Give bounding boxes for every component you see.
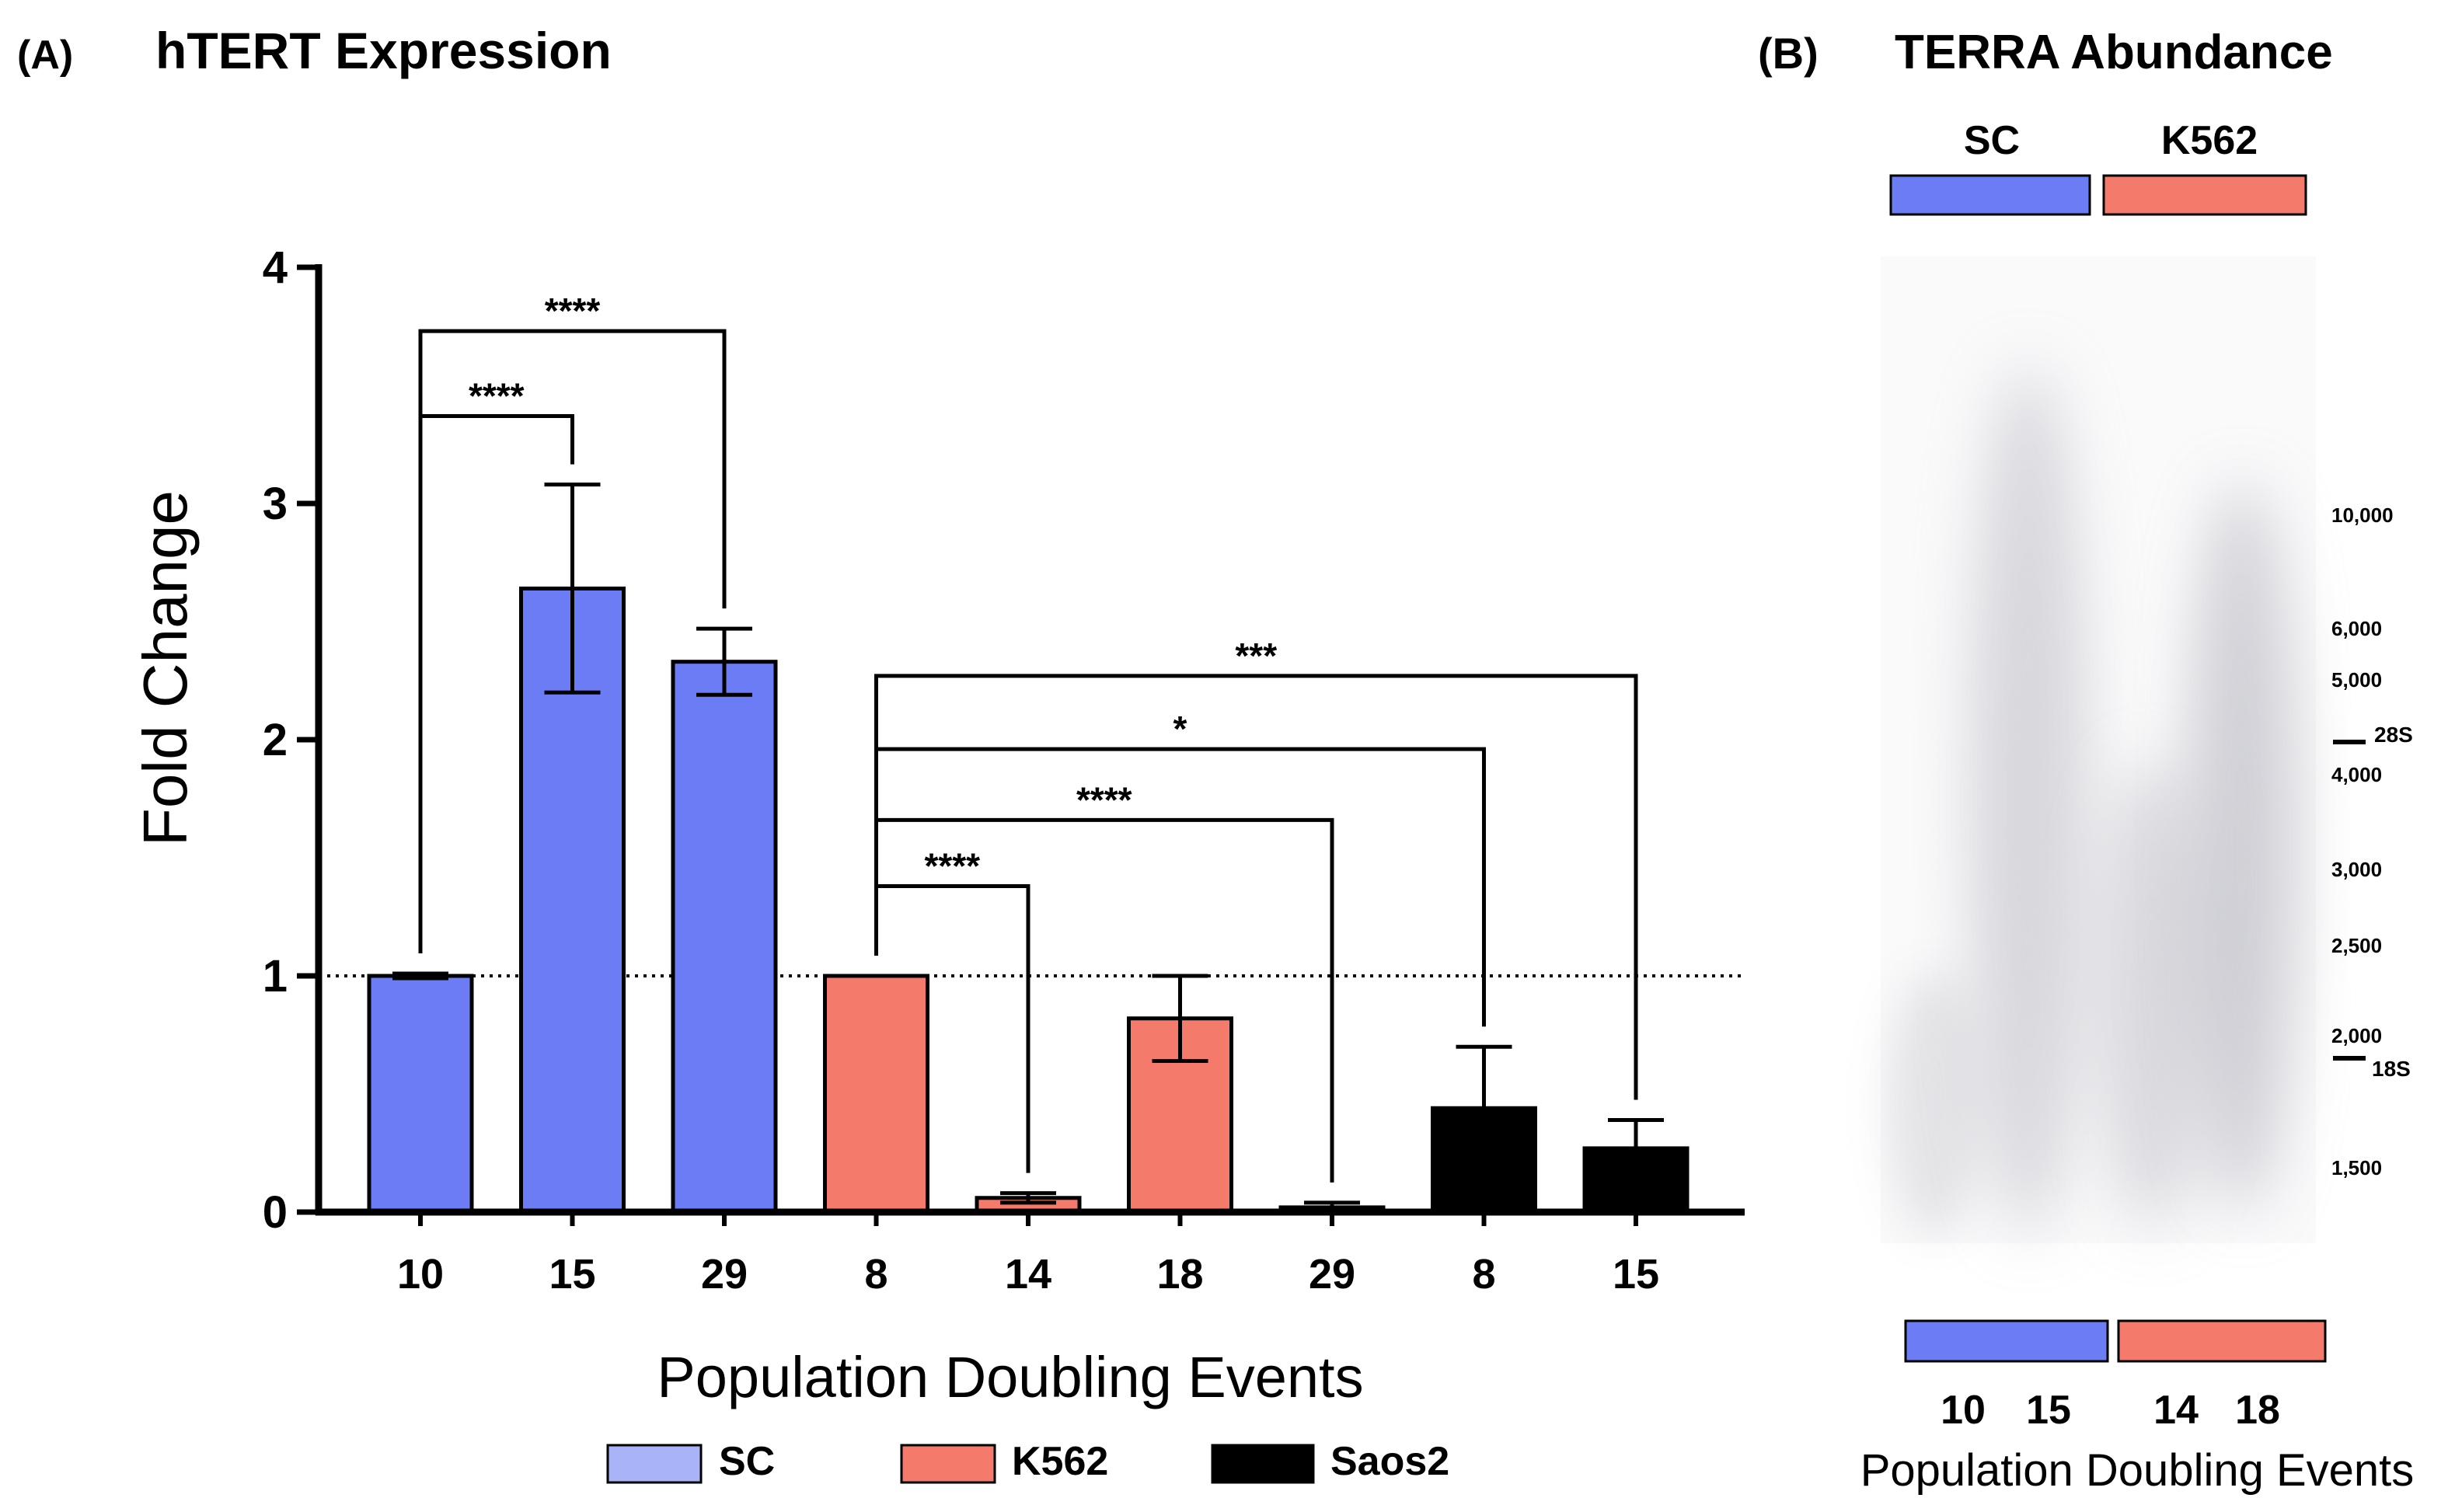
significance-bracket-2 xyxy=(418,414,574,953)
panel-a-title: hTERT Expression xyxy=(155,22,612,79)
y-tick-label-1: 1 xyxy=(263,951,288,1002)
gel-lane-label-10: 10 xyxy=(1941,1388,1986,1433)
y-tick-label-3: 3 xyxy=(263,479,288,529)
x-tick-label-2: 15 xyxy=(549,1251,595,1298)
y-tick-label-4: 4 xyxy=(263,242,288,293)
ladder-10000: 10,000 xyxy=(2331,503,2394,527)
marker-18s-label: 18S xyxy=(2372,1057,2411,1081)
marker-28s-label: 28S xyxy=(2374,723,2413,747)
ladder-3000: 3,000 xyxy=(2331,858,2382,881)
gel-lane-label-18: 18 xyxy=(2235,1388,2280,1433)
ladder-1500: 1,500 xyxy=(2331,1156,2382,1179)
significance-group: ******************** xyxy=(418,291,1638,1183)
bar-4 xyxy=(823,974,929,1214)
gel-bottom-bar-sc xyxy=(1904,1319,2109,1363)
x-tick-label-1: 10 xyxy=(397,1251,444,1298)
legend-swatch-k562 xyxy=(900,1444,996,1484)
legend: SC K562 Saos2 xyxy=(606,1439,1449,1484)
gel-bottom-bar-k562 xyxy=(2117,1319,2327,1363)
significance-label-6: **** xyxy=(924,845,980,886)
bar-1 xyxy=(367,974,474,1214)
axes-group: 10 15 29 8 14 18 29 8 15 0 1 2 3 4 xyxy=(263,242,1745,1298)
x-axis-label: Population Doubling Events xyxy=(657,1345,1363,1409)
ladder-6000: 6,000 xyxy=(2331,617,2382,640)
gel-smear-lane-1 xyxy=(1888,971,1982,1235)
gel-top-label-k562: K562 xyxy=(2161,118,2258,163)
legend-swatch-sc xyxy=(606,1444,703,1484)
y-tick-label-2: 2 xyxy=(263,715,288,765)
x-tick-label-3: 29 xyxy=(701,1251,748,1298)
panel-b-title: TERRA Abundance xyxy=(1895,26,2333,79)
gel-smear-lane-4 xyxy=(2188,482,2296,1212)
ladder-5000: 5,000 xyxy=(2331,668,2382,692)
bar-3 xyxy=(671,660,778,1214)
y-tick-label-0: 0 xyxy=(263,1187,288,1238)
gel-smear-lane-3 xyxy=(2098,761,2207,1228)
significance-bracket-6 xyxy=(874,883,1030,1173)
panel-b-label: (B) xyxy=(1758,29,1819,78)
significance-label-1: **** xyxy=(545,291,601,331)
error-bars-group xyxy=(392,483,1664,1214)
significance-label-3: *** xyxy=(1235,636,1277,676)
gel-lane-label-15: 15 xyxy=(2026,1388,2071,1433)
legend-label-k562: K562 xyxy=(1012,1439,1108,1484)
ladder-2000: 2,000 xyxy=(2331,1024,2382,1047)
gel-top-bar-sc xyxy=(1889,174,2091,216)
legend-label-saos2: Saos2 xyxy=(1330,1439,1449,1484)
significance-label-5: **** xyxy=(1076,779,1132,820)
x-tick-label-6: 18 xyxy=(1156,1251,1203,1298)
panel-a-label: (A) xyxy=(17,33,73,78)
x-tick-label-8: 8 xyxy=(1472,1251,1495,1298)
legend-label-sc: SC xyxy=(719,1439,775,1484)
ladder-2500: 2,500 xyxy=(2331,934,2382,957)
gel-image xyxy=(1881,256,2316,1243)
legend-swatch-saos2 xyxy=(1211,1444,1315,1484)
significance-label-2: **** xyxy=(469,376,525,416)
gel-top-label-sc: SC xyxy=(1964,118,2020,163)
gel-x-axis-label: Population Doubling Events xyxy=(1860,1445,2415,1496)
significance-label-4: * xyxy=(1173,709,1187,749)
gel-top-bar-k562 xyxy=(2102,174,2307,216)
y-axis-label: Fold Change xyxy=(131,490,200,846)
ladder-4000: 4,000 xyxy=(2331,763,2382,786)
x-tick-label-4: 8 xyxy=(864,1251,887,1298)
gel-smear-lane-2 xyxy=(1970,365,2087,1235)
x-tick-label-9: 15 xyxy=(1613,1251,1659,1298)
x-tick-label-7: 29 xyxy=(1309,1251,1355,1298)
x-tick-label-5: 14 xyxy=(1005,1251,1051,1298)
gel-lane-label-14: 14 xyxy=(2153,1388,2199,1433)
